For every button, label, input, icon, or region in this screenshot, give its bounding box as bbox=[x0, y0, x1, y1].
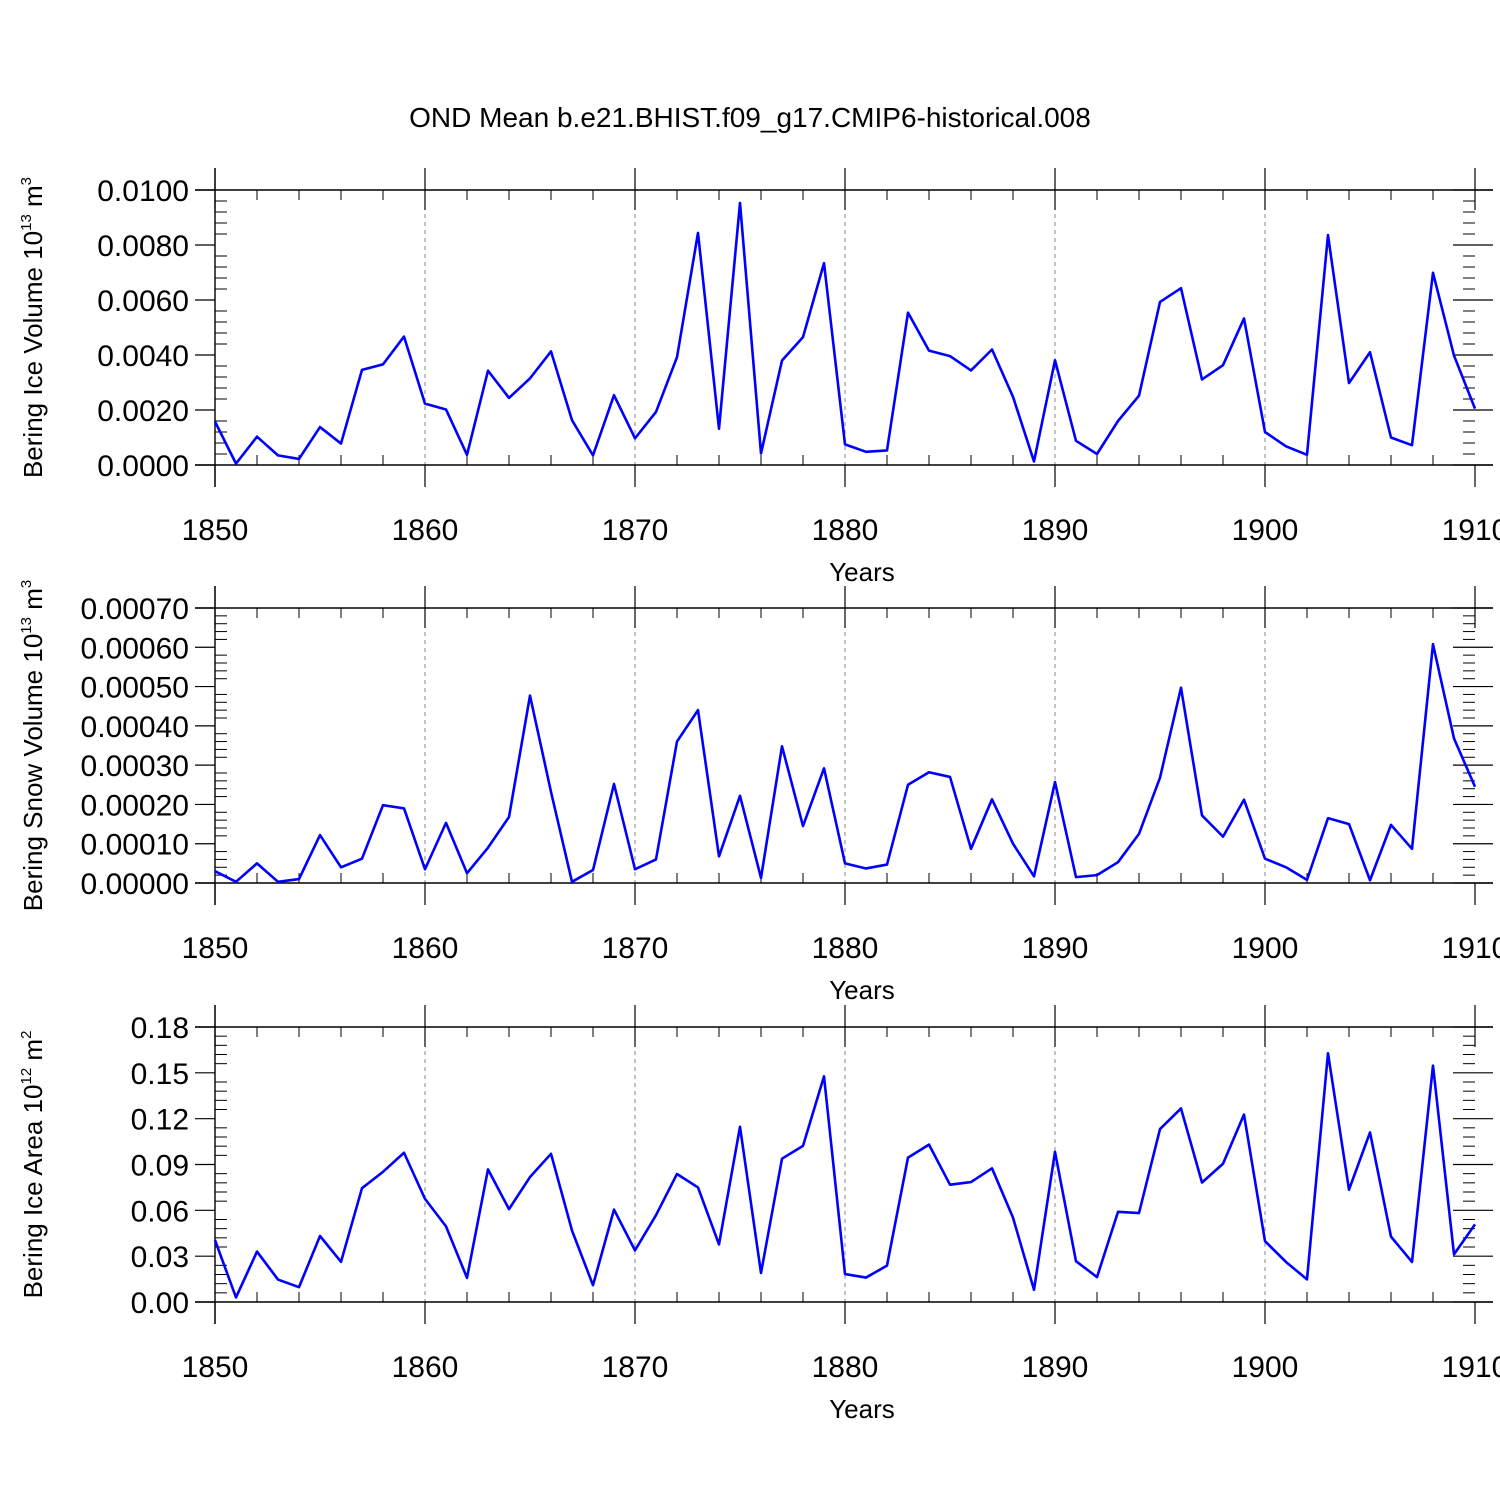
x-tick-label: 1900 bbox=[1232, 1351, 1299, 1384]
y-tick-label: 0.00020 bbox=[81, 789, 189, 822]
x-tick-label: 1860 bbox=[392, 932, 459, 965]
x-tick-label: 1880 bbox=[812, 932, 879, 965]
y-tick-label: 0.0000 bbox=[97, 450, 189, 483]
x-tick-label: 1890 bbox=[1022, 932, 1089, 965]
x-tick-label: 1880 bbox=[812, 514, 879, 547]
y-tick-label: 0.15 bbox=[131, 1058, 189, 1091]
y-tick-label: 0.0080 bbox=[97, 230, 189, 263]
x-tick-label: 1850 bbox=[182, 932, 249, 965]
panel-snow-volume: 0.00000 0.00010 0.00020 0.00030 0.00040 0.000… bbox=[18, 580, 1500, 1005]
y-tick-label: 0.0100 bbox=[97, 175, 189, 208]
y-tick-label: 0.0060 bbox=[97, 285, 189, 318]
y-tick-label: 0.00000 bbox=[81, 868, 189, 901]
y-tick-label: 0.18 bbox=[131, 1012, 189, 1045]
y-tick-label: 0.0020 bbox=[97, 395, 189, 428]
x-axis-label: Years bbox=[829, 1394, 895, 1424]
y-tick-label: 0.00070 bbox=[81, 593, 189, 626]
x-tick-label: 1890 bbox=[1022, 1351, 1089, 1384]
x-tick-label: 1900 bbox=[1232, 514, 1299, 547]
x-tick-label: 1870 bbox=[602, 1351, 669, 1384]
y-tick-label: 0.03 bbox=[131, 1241, 189, 1274]
series-line-ice-area bbox=[213, 1051, 1477, 1299]
x-tick-label: 1860 bbox=[392, 1351, 459, 1384]
x-tick-label: 1860 bbox=[392, 514, 459, 547]
x-tick-label: 1910 bbox=[1442, 1351, 1500, 1384]
y-tick-label: 0.00050 bbox=[81, 672, 189, 705]
series-line-snow-volume bbox=[214, 642, 1477, 884]
x-tick-label: 1890 bbox=[1022, 514, 1089, 547]
y-axis-label: Bering Ice Area 1012 m2 bbox=[18, 1031, 48, 1299]
y-tick-label: 0.0040 bbox=[97, 340, 189, 373]
x-tick-label: 1910 bbox=[1442, 932, 1500, 965]
y-tick-label: 0.12 bbox=[131, 1104, 189, 1137]
x-tick-label: 1900 bbox=[1232, 932, 1299, 965]
panel-ice-area: 0.00 0.03 0.06 0.09 0.12 0.15 0.18 1850 1860 1870… bbox=[18, 1005, 1500, 1424]
y-tick-label: 0.00040 bbox=[81, 711, 189, 744]
x-tick-label: 1850 bbox=[182, 514, 249, 547]
x-tick-label: 1870 bbox=[602, 514, 669, 547]
y-tick-label: 0.00010 bbox=[81, 829, 189, 862]
x-axis-label: Years bbox=[829, 557, 895, 587]
series-line-ice-volume bbox=[213, 201, 1477, 465]
y-axis-label: Bering Ice Volume 1013 m3 bbox=[18, 177, 48, 478]
x-tick-label: 1850 bbox=[182, 1351, 249, 1384]
x-tick-label: 1870 bbox=[602, 932, 669, 965]
x-axis-label: Years bbox=[829, 975, 895, 1005]
y-tick-label: 0.00060 bbox=[81, 632, 189, 665]
panel-ice-volume: 0.0000 0.0020 0.0040 0.0060 0.0080 0.0100 1850… bbox=[18, 168, 1500, 587]
y-tick-label: 0.06 bbox=[131, 1195, 189, 1228]
y-axis-label: Bering Snow Volume 1013 m3 bbox=[18, 580, 48, 911]
y-tick-label: 0.00030 bbox=[81, 750, 189, 783]
x-tick-label: 1880 bbox=[812, 1351, 879, 1384]
y-tick-label: 0.09 bbox=[131, 1150, 189, 1183]
figure-title: OND Mean b.e21.BHIST.f09_g17.CMIP6-histo… bbox=[409, 102, 1091, 133]
y-tick-label: 0.00 bbox=[131, 1287, 189, 1320]
x-tick-label: 1910 bbox=[1442, 514, 1500, 547]
